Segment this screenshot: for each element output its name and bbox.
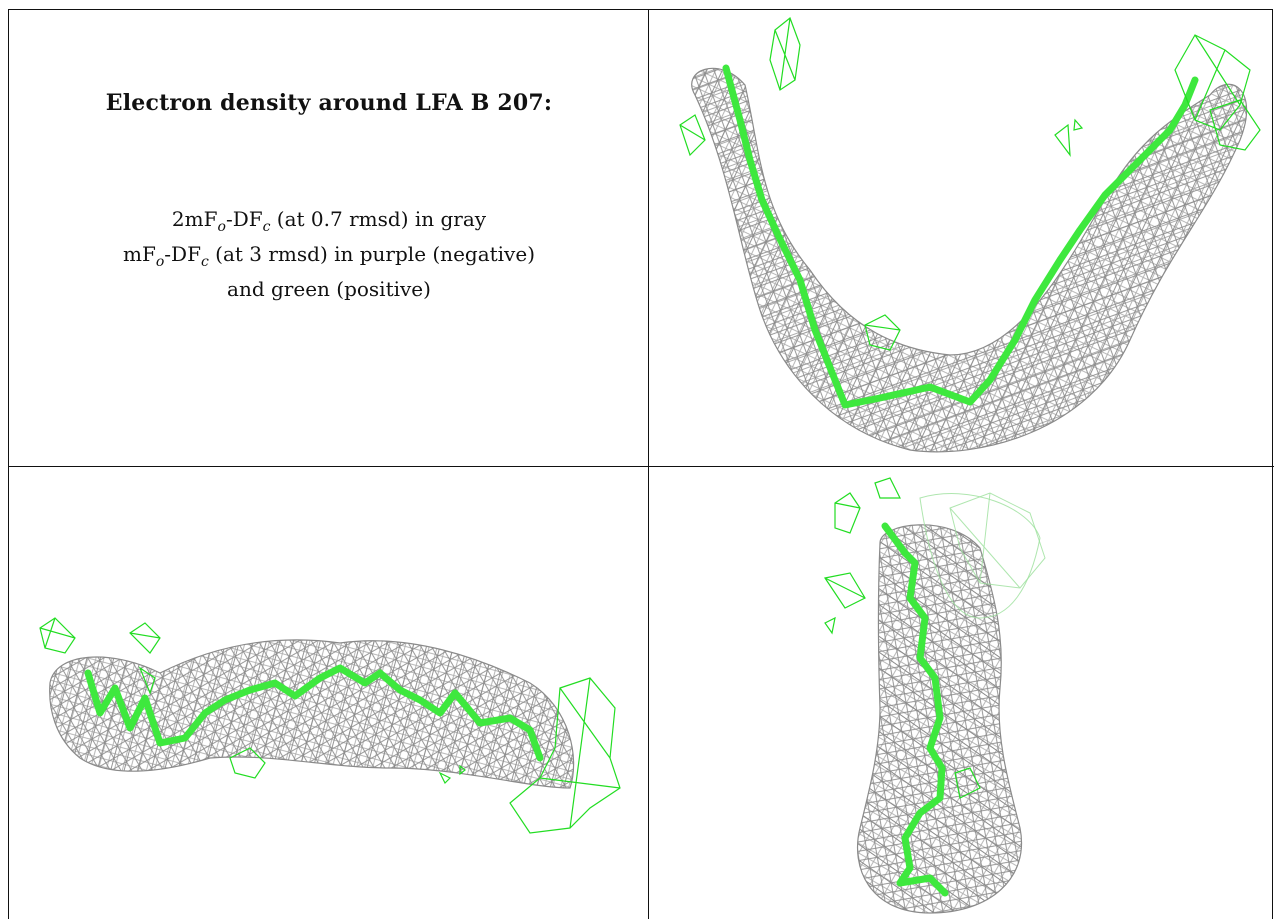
density-view-bottom-right — [824, 477, 1046, 914]
caption-legend: 2mFo-DFc (at 0.7 rmsd) in gray mFo-DFc (… — [10, 206, 648, 303]
ligand-stick — [84, 664, 544, 762]
positive-density-blobs — [679, 17, 1261, 351]
caption-line-positive: and green (positive) — [227, 277, 431, 301]
density-view-bottom-left — [39, 617, 621, 834]
density-view-top-right — [679, 17, 1261, 453]
ligand-stick — [881, 522, 949, 897]
faded-mesh — [919, 493, 1041, 619]
caption-line-2fo: 2mFo-DFc (at 0.7 rmsd) in gray — [171, 207, 487, 235]
positive-density-blobs — [39, 617, 621, 834]
caption-line-fo: mFo-DFc (at 3 rmsd) in purple (negative) — [123, 242, 535, 270]
figure-caption: Electron density around LFA B 207: 2mFo-… — [10, 90, 648, 303]
figure-table-border — [8, 9, 1273, 919]
caption-title: Electron density around LFA B 207: — [105, 90, 553, 116]
faded-density-blobs — [949, 492, 1046, 589]
table-divider-vertical — [648, 9, 649, 919]
positive-density-blobs — [824, 477, 981, 799]
ligand-stick — [722, 64, 1199, 409]
table-divider-horizontal — [8, 466, 1274, 467]
